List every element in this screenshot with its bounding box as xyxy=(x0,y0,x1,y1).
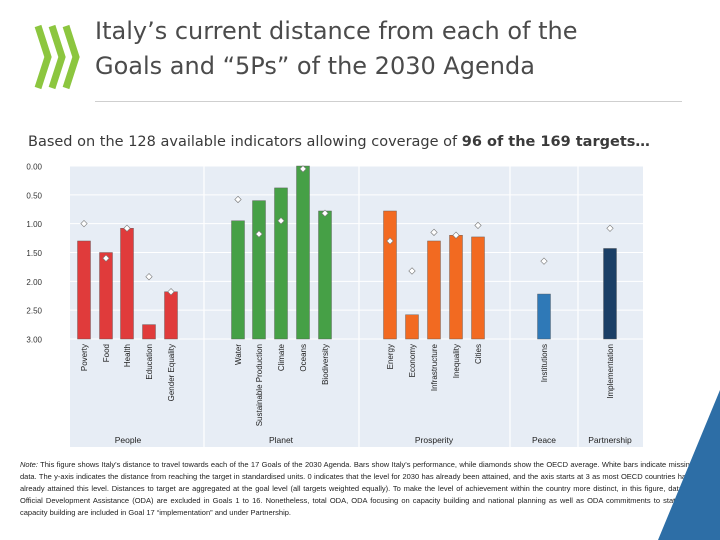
title-divider xyxy=(95,101,682,102)
bar-sustainable-production xyxy=(252,200,266,340)
bar-food xyxy=(99,252,113,340)
oecd-diamond xyxy=(540,257,548,265)
x-tick-label: Energy xyxy=(386,344,395,369)
y-tick-label: 0.50 xyxy=(26,191,42,200)
x-tick-label: Biodiversity xyxy=(321,344,330,385)
x-tick-label: Oceans xyxy=(299,344,308,372)
x-tick-label: Food xyxy=(102,344,111,362)
x-tick-label: Implementation xyxy=(606,344,615,399)
oecd-diamond xyxy=(145,273,153,281)
bar-infrastructure xyxy=(427,240,441,340)
bar-poverty xyxy=(77,240,91,340)
oecd-logo-icon xyxy=(34,24,80,90)
oecd-diamond xyxy=(606,224,614,232)
oecd-diamond xyxy=(408,267,416,275)
y-tick-label: 2.50 xyxy=(26,307,42,316)
x-tick-label: Gender Equality xyxy=(167,344,176,401)
page-title: Italy’s current distance from each of th… xyxy=(95,14,695,84)
group-label: People xyxy=(115,435,142,445)
title-line-1: Italy’s current distance from each of th… xyxy=(95,17,578,45)
chart-note: Note: This figure shows Italy's distance… xyxy=(20,459,694,519)
logo-chevron-3 xyxy=(62,24,80,90)
title-line-2: Goals and “5Ps” of the 2030 Agenda xyxy=(95,52,535,80)
x-tick-label: Inequality xyxy=(452,344,461,378)
bar-institutions xyxy=(537,293,551,340)
oecd-diamond xyxy=(123,224,131,232)
y-tick-label: 1.50 xyxy=(26,249,42,258)
bar-gender-equality xyxy=(164,291,178,340)
group-label: Peace xyxy=(532,435,556,445)
oecd-diamond xyxy=(474,221,482,230)
oecd-diamond xyxy=(80,220,88,228)
y-tick-label: 1.00 xyxy=(26,220,42,229)
corner-decoration xyxy=(658,390,720,540)
oecd-diamond xyxy=(167,288,175,296)
bar-water xyxy=(231,220,245,340)
group-label: Partnership xyxy=(588,435,632,445)
bar-cities xyxy=(471,236,485,340)
logo-chevron-2 xyxy=(48,24,66,90)
chart-subtitle: Based on the 128 available indicators al… xyxy=(28,134,708,150)
x-tick-label: Poverty xyxy=(80,344,89,371)
y-tick-label: 3.00 xyxy=(26,336,42,345)
oecd-diamond xyxy=(234,195,242,204)
x-tick-label: Climate xyxy=(277,343,286,371)
bar-inequality xyxy=(449,234,463,340)
bar-biodiversity xyxy=(318,210,332,340)
oecd-diamond xyxy=(102,254,110,262)
y-tick-label: 2.00 xyxy=(26,278,42,287)
distance-chart: 0.00 0.50 1.00 1.50 2.00 2.50 3.00 Poverty Food H… xyxy=(26,163,643,447)
oecd-diamond xyxy=(277,217,285,225)
oecd-diamond xyxy=(255,230,263,238)
y-tick-label: 0.00 xyxy=(26,163,42,172)
x-tick-label: Health xyxy=(123,344,132,367)
corner-triangle xyxy=(658,390,720,540)
x-tick-label: Cities xyxy=(474,344,483,364)
logo-chevrons xyxy=(34,24,80,90)
logo-chevron-1 xyxy=(34,24,52,90)
oecd-diamond xyxy=(386,237,394,245)
x-tick-label: Institutions xyxy=(540,344,549,382)
subtitle-text: Based on the 128 available indicators al… xyxy=(28,134,462,150)
group-label: Planet xyxy=(269,435,294,445)
x-tick-label: Water xyxy=(234,344,243,365)
note-label: Note: xyxy=(20,460,38,469)
group-label: Prosperity xyxy=(415,435,454,445)
bar-energy xyxy=(383,210,397,340)
x-tick-label: Education xyxy=(145,344,154,380)
oecd-diamond xyxy=(299,165,307,173)
bar-climate xyxy=(274,187,288,340)
plot-background xyxy=(70,166,643,447)
subtitle-bold: 96 of the 169 targets… xyxy=(461,134,650,150)
bar-oceans xyxy=(296,165,310,340)
oecd-diamond xyxy=(430,228,438,236)
bar-implementation xyxy=(603,248,617,340)
x-tick-label: Economy xyxy=(408,344,417,377)
x-tick-label: Sustainable Production xyxy=(255,344,264,426)
bar-economy xyxy=(405,314,419,340)
bar-health xyxy=(120,228,134,340)
x-tick-label: Infrastructure xyxy=(430,343,439,391)
bar-education xyxy=(142,324,156,340)
note-text: This figure shows Italy's distance to tr… xyxy=(20,460,694,517)
oecd-diamond xyxy=(452,231,460,239)
oecd-diamond xyxy=(321,209,329,217)
